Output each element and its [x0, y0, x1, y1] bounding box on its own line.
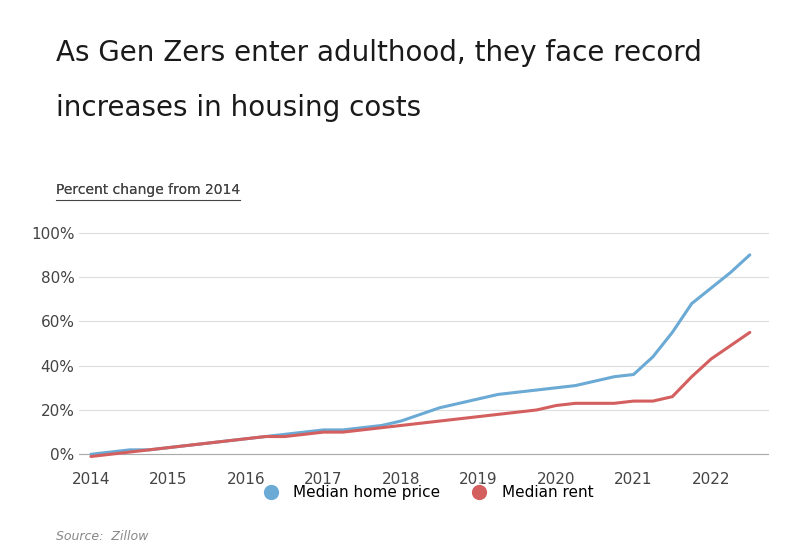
Legend: Median home price, Median rent: Median home price, Median rent: [249, 479, 600, 506]
Text: Percent change from 2014: Percent change from 2014: [56, 183, 239, 197]
Text: Percent change from 2014: Percent change from 2014: [0, 553, 1, 554]
Text: increases in housing costs: increases in housing costs: [56, 94, 420, 122]
Text: As Gen Zers enter adulthood, they face record: As Gen Zers enter adulthood, they face r…: [56, 39, 701, 67]
Text: Source:  Zillow: Source: Zillow: [56, 530, 147, 543]
Text: Percent change from 2014: Percent change from 2014: [56, 183, 239, 197]
